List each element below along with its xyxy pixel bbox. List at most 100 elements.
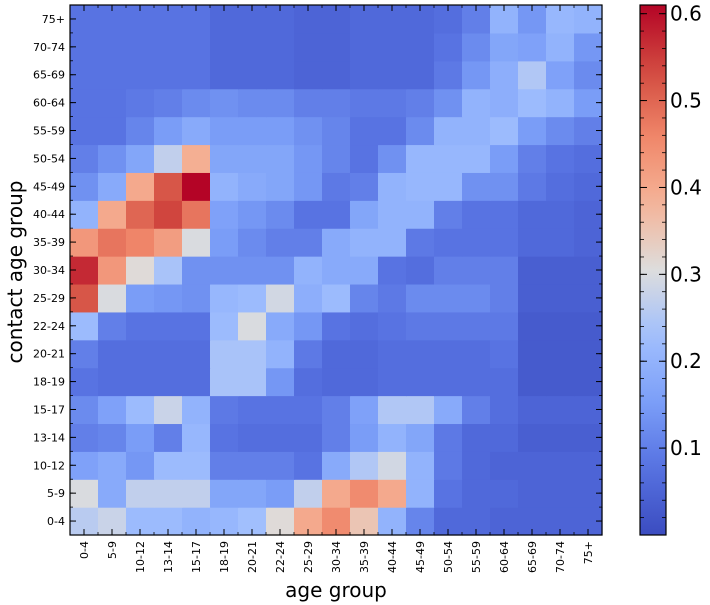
heatmap-cell — [98, 423, 127, 452]
heatmap-cell — [378, 228, 407, 257]
heatmap-cell — [406, 283, 435, 313]
heatmap-cell — [378, 479, 407, 508]
heatmap-cell — [154, 339, 183, 369]
heatmap-cell — [378, 451, 407, 480]
x-tick-label: 70-74 — [554, 541, 567, 573]
heatmap-cell — [210, 60, 239, 90]
heatmap-cell — [378, 144, 407, 173]
heatmap-cell — [238, 116, 267, 146]
heatmap-cell — [322, 144, 351, 173]
x-tick-label: 18-19 — [218, 541, 231, 573]
heatmap-cell — [378, 116, 407, 146]
heatmap-cell — [406, 451, 435, 480]
x-tick-label: 60-64 — [498, 541, 511, 573]
y-tick-label: 40-44 — [33, 208, 65, 221]
heatmap-cell — [518, 451, 547, 480]
heatmap-cell — [546, 32, 575, 62]
heatmap-cell — [238, 367, 267, 397]
heatmap-cell — [406, 395, 435, 425]
heatmap-cell — [266, 311, 295, 341]
heatmap-cell — [266, 172, 295, 201]
heatmap-cell — [238, 451, 267, 480]
heatmap-cell — [434, 451, 463, 480]
heatmap-cell — [238, 339, 267, 369]
y-tick-label: 50-54 — [33, 152, 65, 165]
heatmap-cell — [126, 395, 155, 425]
heatmap-cell — [406, 144, 435, 173]
heatmap-cell — [210, 395, 239, 425]
heatmap-cell — [350, 311, 379, 341]
heatmap-cell — [98, 311, 127, 341]
heatmap-cell — [406, 116, 435, 146]
heatmap-cell — [322, 367, 351, 397]
heatmap-cell — [350, 423, 379, 452]
heatmap-cell — [518, 172, 547, 201]
heatmap-cell — [322, 88, 351, 118]
heatmap-cell — [490, 395, 519, 425]
colorbar-ticks: 0.1 0.2 0.3 0.4 0.5 0.6 — [640, 2, 702, 519]
heatmap-cell — [126, 172, 155, 201]
heatmap-cell — [182, 228, 211, 257]
heatmap-cell — [210, 228, 239, 257]
heatmap-cell — [378, 172, 407, 201]
heatmap-cell — [434, 339, 463, 369]
y-tick-label: 5-9 — [47, 487, 65, 500]
heatmap-cell — [518, 32, 547, 62]
heatmap-cell — [546, 367, 575, 397]
heatmap-cell — [434, 367, 463, 397]
x-tick-label: 50-54 — [442, 541, 455, 573]
heatmap-cell — [154, 200, 183, 229]
heatmap-cell — [126, 200, 155, 229]
heatmap-cell — [350, 172, 379, 201]
colorbar-tick-label: 0.3 — [670, 262, 702, 286]
heatmap-cell — [518, 116, 547, 146]
heatmap-cell — [546, 88, 575, 118]
heatmap-cell — [210, 283, 239, 313]
heatmap-cell — [238, 88, 267, 118]
heatmap-cell — [378, 200, 407, 229]
x-tick-label: 75+ — [582, 541, 595, 564]
heatmap-cell — [546, 311, 575, 341]
heatmap-cell — [406, 228, 435, 257]
y-tick-label: 55-59 — [33, 125, 65, 138]
heatmap-cell — [126, 116, 155, 146]
heatmap-cell — [238, 479, 267, 508]
heatmap-cell — [490, 144, 519, 173]
heatmap-cell — [546, 283, 575, 313]
heatmap-cell — [98, 479, 127, 508]
heatmap-cell — [294, 339, 323, 369]
heatmap-cell — [546, 228, 575, 257]
heatmap-cell — [154, 116, 183, 146]
heatmap-cell — [546, 60, 575, 90]
heatmap-cell — [98, 395, 127, 425]
heatmap-cell — [266, 228, 295, 257]
heatmap-cell — [434, 256, 463, 285]
heatmap-cell — [294, 451, 323, 480]
colorbar-tick-label: 0.1 — [670, 436, 702, 460]
heatmap-cell — [462, 339, 491, 369]
heatmap-cell — [98, 228, 127, 257]
heatmap-cell — [434, 88, 463, 118]
heatmap-cell — [154, 311, 183, 341]
y-axis: 0-4 5-9 10-12 13-14 15-17 18-19 20-21 22-24 25-2… — [33, 4, 602, 536]
heatmap-cell — [546, 451, 575, 480]
heatmap-cell — [546, 479, 575, 508]
heatmap-cell — [518, 200, 547, 229]
heatmap-cell — [294, 395, 323, 425]
heatmap-cell — [462, 60, 491, 90]
heatmap-cell — [266, 395, 295, 425]
heatmap-cell — [378, 339, 407, 369]
heatmap-cell — [98, 451, 127, 480]
heatmap-cell — [322, 200, 351, 229]
heatmap-cell — [378, 283, 407, 313]
heatmap-cell — [266, 200, 295, 229]
y-tick-label: 13-14 — [33, 431, 65, 444]
heatmap-cell — [266, 451, 295, 480]
heatmap-cell — [322, 479, 351, 508]
heatmap-cells — [70, 5, 603, 536]
heatmap-cell — [126, 283, 155, 313]
heatmap-cell — [518, 479, 547, 508]
heatmap-cell — [546, 256, 575, 285]
heatmap-cell — [434, 479, 463, 508]
heatmap-cell — [378, 367, 407, 397]
